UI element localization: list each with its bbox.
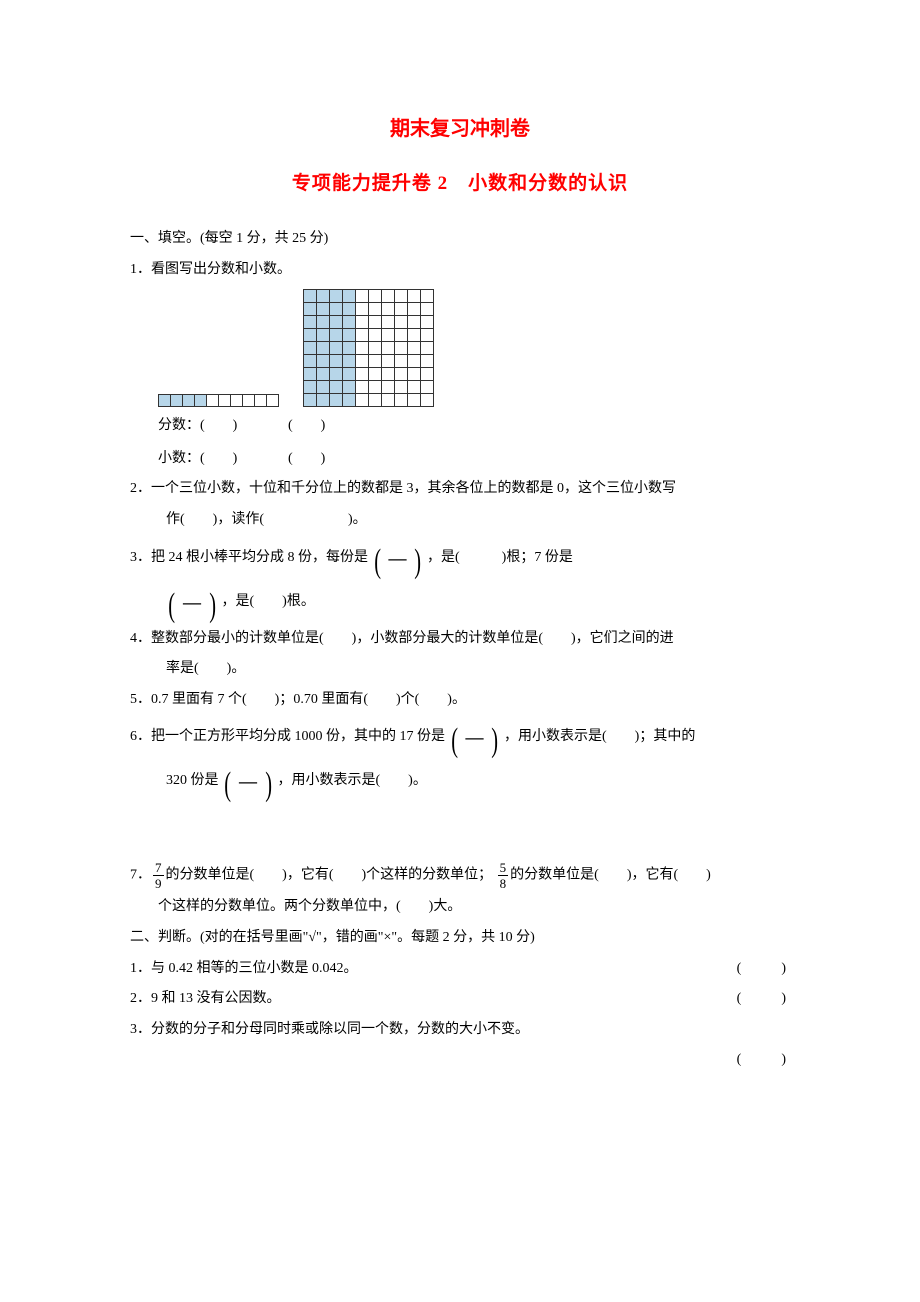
- q7-line2: 个这样的分数单位。两个分数单位中，( )大。: [130, 894, 790, 921]
- q4-line1: 4．整数部分最小的计数单位是( )，小数部分最大的计数单位是( )，它们之间的进: [130, 626, 790, 653]
- q1-fraction-row: 分数：( ) ( ): [130, 413, 790, 440]
- fraction-blank-2: —: [166, 582, 218, 622]
- q5: 5．0.7 里面有 7 个( )；0.70 里面有( )个( )。: [130, 687, 790, 714]
- main-title: 期末复习冲刺卷: [130, 110, 790, 148]
- q3-text-c: ，是( )根。: [222, 594, 315, 609]
- fraction-5-8: 58: [498, 861, 509, 890]
- q1-fraction-label-1: 分数：( ): [158, 413, 288, 440]
- judge-q1-paren: ( ): [737, 956, 790, 983]
- section2-heading: 二、判断。(对的在括号里画"√"，错的画"×"。每题 2 分，共 10 分): [130, 925, 790, 952]
- q1-decimal-row: 小数：( ) ( ): [130, 446, 790, 473]
- q7-text-a: 的分数单位是( )，它有( )个这样的分数单位；: [166, 868, 493, 883]
- q7-line1: 7．79的分数单位是( )，它有( )个这样的分数单位； 58的分数单位是( )…: [130, 861, 790, 890]
- judge-q3-text: 3．分数的分子和分母同时乘或除以同一个数，分数的大小不变。: [130, 1017, 790, 1044]
- judge-q2-text: 2．9 和 13 没有公因数。: [130, 991, 281, 1006]
- grid-10x1: [158, 394, 279, 407]
- fraction-blank-1: —: [372, 538, 424, 578]
- fraction-blank-4: —: [222, 761, 274, 801]
- q7-prefix: 7．: [130, 868, 151, 883]
- q3-text-b: ，是( )根；7 份是: [427, 550, 573, 565]
- section1-heading: 一、填空。(每空 1 分，共 25 分): [130, 226, 790, 253]
- fraction-7-9: 79: [153, 861, 164, 890]
- grid2-wrap: [303, 289, 434, 407]
- judge-q1-text: 1．与 0.42 相等的三位小数是 0.042。: [130, 961, 358, 976]
- q6-text-d: ，用小数表示是( )。: [278, 774, 427, 789]
- judge-q1: 1．与 0.42 相等的三位小数是 0.042。 ( ): [130, 956, 790, 983]
- sub-title: 专项能力提升卷 2 小数和分数的认识: [130, 166, 790, 202]
- q6-text-c: 320 份是: [166, 774, 219, 789]
- fraction-blank-3: —: [449, 717, 501, 757]
- q1-decimal-label-2: ( ): [288, 446, 408, 473]
- q1-fraction-label-2: ( ): [288, 413, 408, 440]
- q1-stem: 1．看图写出分数和小数。: [130, 257, 790, 284]
- q3-text-a: 3．把 24 根小棒平均分成 8 份，每份是: [130, 550, 368, 565]
- q7-text-b: 的分数单位是( )，它有( ): [510, 868, 711, 883]
- q4-line2: 率是( )。: [130, 656, 790, 683]
- q2-line2: 作( )，读作( )。: [130, 507, 790, 534]
- q6-text-a: 6．把一个正方形平均分成 1000 份，其中的 17 份是: [130, 730, 445, 745]
- grid1-wrap: [158, 394, 279, 407]
- judge-q2: 2．9 和 13 没有公因数。 ( ): [130, 986, 790, 1013]
- q2-line1: 2．一个三位小数，十位和千分位上的数都是 3，其余各位上的数都是 0，这个三位小…: [130, 476, 790, 503]
- q1-decimal-label-1: 小数：( ): [158, 446, 288, 473]
- judge-q3-paren: ( ): [737, 1047, 790, 1074]
- q3-line2: — ，是( )根。: [130, 582, 790, 622]
- q6-text-b: ，用小数表示是( )；其中的: [504, 730, 695, 745]
- judge-q2-paren: ( ): [737, 986, 790, 1013]
- grid-10x10: [303, 289, 434, 407]
- q6-line2: 320 份是 — ，用小数表示是( )。: [130, 761, 790, 801]
- q6-line1: 6．把一个正方形平均分成 1000 份，其中的 17 份是 — ，用小数表示是(…: [130, 717, 790, 757]
- q3-line1: 3．把 24 根小棒平均分成 8 份，每份是 — ，是( )根；7 份是: [130, 538, 790, 578]
- q1-figures: [130, 289, 790, 407]
- judge-q3-paren-line: ( ): [130, 1047, 790, 1074]
